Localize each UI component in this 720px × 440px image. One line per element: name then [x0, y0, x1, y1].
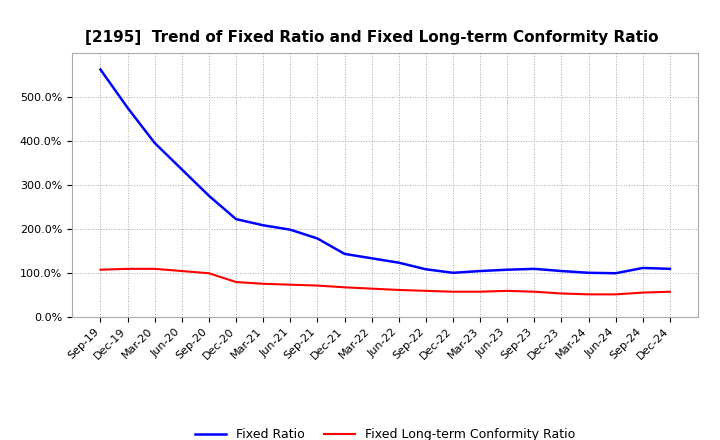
Fixed Ratio [611, 271, 620, 276]
Fixed Long-term Conformity Ratio [123, 266, 132, 271]
Line: Fixed Long-term Conformity Ratio: Fixed Long-term Conformity Ratio [101, 269, 670, 294]
Fixed Long-term Conformity Ratio [150, 266, 159, 271]
Fixed Long-term Conformity Ratio [204, 271, 213, 276]
Fixed Long-term Conformity Ratio [557, 291, 566, 296]
Line: Fixed Ratio: Fixed Ratio [101, 70, 670, 273]
Fixed Long-term Conformity Ratio [341, 285, 349, 290]
Fixed Ratio [639, 265, 647, 271]
Fixed Long-term Conformity Ratio [259, 281, 268, 286]
Fixed Ratio [286, 227, 294, 232]
Fixed Ratio [341, 251, 349, 257]
Fixed Ratio [232, 216, 240, 222]
Fixed Long-term Conformity Ratio [584, 292, 593, 297]
Fixed Long-term Conformity Ratio [367, 286, 376, 291]
Fixed Long-term Conformity Ratio [503, 288, 511, 293]
Fixed Ratio [96, 67, 105, 72]
Fixed Ratio [665, 266, 674, 271]
Fixed Long-term Conformity Ratio [449, 289, 457, 294]
Fixed Long-term Conformity Ratio [421, 288, 430, 293]
Fixed Ratio [557, 268, 566, 274]
Fixed Long-term Conformity Ratio [476, 289, 485, 294]
Fixed Ratio [313, 236, 322, 241]
Fixed Long-term Conformity Ratio [286, 282, 294, 287]
Fixed Long-term Conformity Ratio [639, 290, 647, 295]
Legend: Fixed Ratio, Fixed Long-term Conformity Ratio: Fixed Ratio, Fixed Long-term Conformity … [190, 423, 580, 440]
Fixed Ratio [476, 268, 485, 274]
Fixed Ratio [584, 270, 593, 275]
Fixed Ratio [503, 267, 511, 272]
Fixed Long-term Conformity Ratio [232, 279, 240, 285]
Fixed Long-term Conformity Ratio [313, 283, 322, 288]
Fixed Ratio [178, 167, 186, 172]
Fixed Ratio [259, 223, 268, 228]
Fixed Ratio [367, 256, 376, 261]
Fixed Ratio [150, 140, 159, 146]
Fixed Ratio [395, 260, 403, 265]
Text: [2195]  Trend of Fixed Ratio and Fixed Long-term Conformity Ratio: [2195] Trend of Fixed Ratio and Fixed Lo… [84, 29, 658, 45]
Fixed Long-term Conformity Ratio [611, 292, 620, 297]
Fixed Long-term Conformity Ratio [178, 268, 186, 274]
Fixed Ratio [530, 266, 539, 271]
Fixed Long-term Conformity Ratio [96, 267, 105, 272]
Fixed Ratio [123, 105, 132, 110]
Fixed Ratio [421, 267, 430, 272]
Fixed Ratio [449, 270, 457, 275]
Fixed Long-term Conformity Ratio [530, 289, 539, 294]
Fixed Long-term Conformity Ratio [665, 289, 674, 294]
Fixed Long-term Conformity Ratio [395, 287, 403, 293]
Fixed Ratio [204, 193, 213, 198]
